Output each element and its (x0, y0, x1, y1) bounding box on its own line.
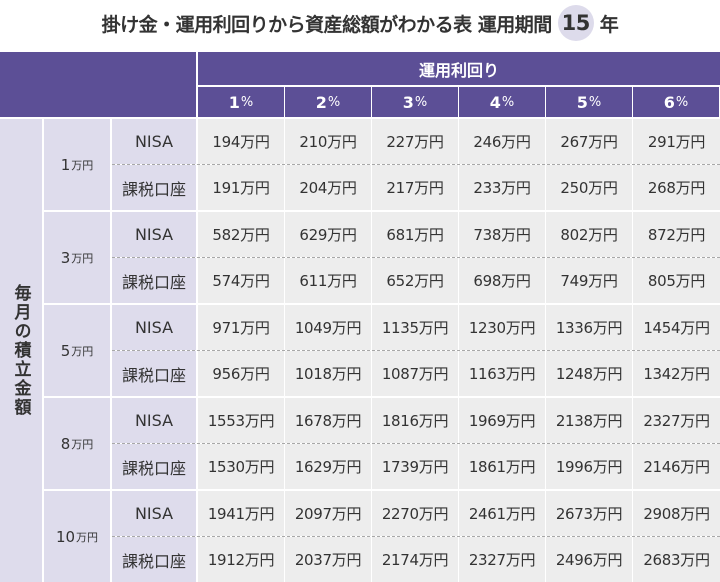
table-cell: 2673万円 (546, 491, 632, 536)
table-cell: 1135万円 (372, 305, 458, 350)
table-cell: 1454万円 (633, 305, 720, 350)
monthly-amount: 8 万円 (44, 398, 110, 489)
table-cell: 1969万円 (459, 398, 545, 443)
monthly-amount: 1 万円 (44, 119, 110, 210)
table-cell: 1248万円 (546, 351, 632, 396)
table-cell: 1087万円 (372, 351, 458, 396)
account-type-nisa: NISA (112, 305, 196, 350)
account-type-taxable: 課税口座 (112, 165, 196, 210)
table-cell: 2097万円 (285, 491, 371, 536)
table-cell: 267万円 (546, 119, 632, 164)
title-text: 掛け金・運用利回りから資産総額がわかる表 運用期間 (101, 13, 553, 36)
table-cell: 805万円 (633, 258, 720, 303)
header-rate-3: 3% (372, 87, 458, 117)
table-cell: 1861万円 (459, 444, 545, 489)
table-cell: 2327万円 (633, 398, 720, 443)
table-cell: 698万円 (459, 258, 545, 303)
monthly-contribution-label: 毎月の積立金額 (0, 119, 42, 582)
monthly-amount: 3 万円 (44, 212, 110, 303)
table-cell: 2461万円 (459, 491, 545, 536)
table-cell: 227万円 (372, 119, 458, 164)
header-rate-1: 1% (198, 87, 284, 117)
table-cell: 738万円 (459, 212, 545, 257)
table-cell: 2327万円 (459, 537, 545, 582)
table-cell: 2496万円 (546, 537, 632, 582)
table-cell: 652万円 (372, 258, 458, 303)
account-type-taxable: 課税口座 (112, 444, 196, 489)
row-divider (112, 350, 720, 351)
table-cell: 1816万円 (372, 398, 458, 443)
table-cell: 1941万円 (198, 491, 284, 536)
table-cell: 217万円 (372, 165, 458, 210)
account-type-nisa: NISA (112, 398, 196, 443)
table-cell: 210万円 (285, 119, 371, 164)
table-cell: 2683万円 (633, 537, 720, 582)
table-cell: 956万円 (198, 351, 284, 396)
row-divider (112, 257, 720, 258)
table-cell: 1912万円 (198, 537, 284, 582)
table-cell: 191万円 (198, 165, 284, 210)
table-cell: 268万円 (633, 165, 720, 210)
table-cell: 204万円 (285, 165, 371, 210)
table-cell: 749万円 (546, 258, 632, 303)
table-cell: 1678万円 (285, 398, 371, 443)
table-cell: 1739万円 (372, 444, 458, 489)
table-cell: 1049万円 (285, 305, 371, 350)
table-cell: 2037万円 (285, 537, 371, 582)
table-cell: 233万円 (459, 165, 545, 210)
account-type-nisa: NISA (112, 491, 196, 536)
table-cell: 681万円 (372, 212, 458, 257)
table-cell: 971万円 (198, 305, 284, 350)
asset-table: 運用利回り 1% 2% 3% 4% 5% 6% 毎月の積立金額 1 万円 NISA 1… (0, 52, 720, 582)
table-cell: 246万円 (459, 119, 545, 164)
page-title: 掛け金・運用利回りから資産総額がわかる表 運用期間 15 年 (0, 0, 720, 46)
table-cell: 1342万円 (633, 351, 720, 396)
header-rate-5: 5% (546, 87, 632, 117)
table-cell: 582万円 (198, 212, 284, 257)
account-type-taxable: 課税口座 (112, 258, 196, 303)
account-type-nisa: NISA (112, 119, 196, 164)
table-cell: 194万円 (198, 119, 284, 164)
monthly-amount: 5 万円 (44, 305, 110, 396)
table-cell: 1996万円 (546, 444, 632, 489)
table-cell: 2270万円 (372, 491, 458, 536)
table-cell: 1629万円 (285, 444, 371, 489)
period-unit: 年 (599, 13, 619, 36)
table-cell: 2138万円 (546, 398, 632, 443)
table-cell: 629万円 (285, 212, 371, 257)
table-cell: 1530万円 (198, 444, 284, 489)
table-cell: 611万円 (285, 258, 371, 303)
header-corner (0, 52, 196, 117)
table-cell: 574万円 (198, 258, 284, 303)
table-cell: 1163万円 (459, 351, 545, 396)
table-cell: 802万円 (546, 212, 632, 257)
account-type-taxable: 課税口座 (112, 351, 196, 396)
row-divider (112, 536, 720, 537)
table-cell: 2146万円 (633, 444, 720, 489)
row-divider (112, 443, 720, 444)
period-badge: 15 (557, 5, 594, 41)
account-type-taxable: 課税口座 (112, 537, 196, 582)
table-cell: 1553万円 (198, 398, 284, 443)
table-cell: 2908万円 (633, 491, 720, 536)
table-cell: 2174万円 (372, 537, 458, 582)
row-divider (112, 164, 720, 165)
table-cell: 1230万円 (459, 305, 545, 350)
table-cell: 291万円 (633, 119, 720, 164)
header-yield-group: 運用利回り (198, 52, 720, 85)
header-rate-4: 4% (459, 87, 545, 117)
table-cell: 872万円 (633, 212, 720, 257)
header-rate-6: 6% (633, 87, 719, 117)
account-type-nisa: NISA (112, 212, 196, 257)
table-cell: 1018万円 (285, 351, 371, 396)
table-cell: 1336万円 (546, 305, 632, 350)
monthly-amount: 10 万円 (44, 491, 110, 582)
table-cell: 250万円 (546, 165, 632, 210)
header-rate-2: 2% (285, 87, 371, 117)
